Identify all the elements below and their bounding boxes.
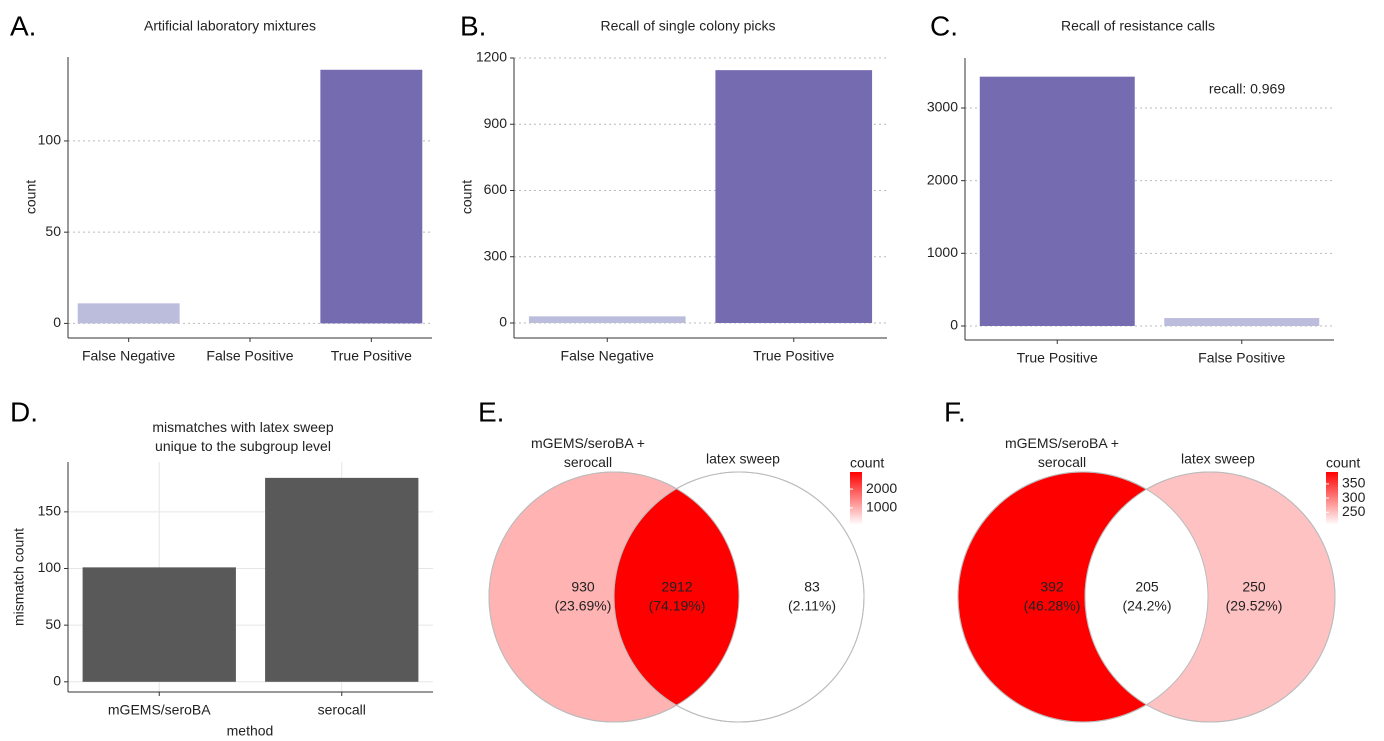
x-tick-label: False Positive xyxy=(206,348,293,364)
x-tick-label: mGEMS/seroBA xyxy=(108,702,211,718)
colorbar xyxy=(850,472,862,525)
y-tick-label: 50 xyxy=(45,616,61,632)
bar xyxy=(528,316,686,323)
x-tick-label: False Positive xyxy=(1198,350,1285,366)
region-percent: (23.69%) xyxy=(555,598,612,614)
y-tick-label: 0 xyxy=(950,317,958,333)
set-label: mGEMS/seroBA + serocall xyxy=(531,435,645,470)
chart-title: Recall of single colony picks xyxy=(600,18,775,34)
y-tick-label: 100 xyxy=(38,559,62,575)
chart-title: Recall of resistance calls xyxy=(1061,18,1215,34)
region-percent: (24.2%) xyxy=(1122,598,1171,614)
bar xyxy=(320,69,423,324)
region-percent: (2.11%) xyxy=(788,598,836,614)
panel-label: A. xyxy=(10,10,36,41)
legend-tick-label: 350 xyxy=(1342,475,1366,491)
y-tick-label: 300 xyxy=(484,247,508,263)
y-tick-label: 1000 xyxy=(927,244,958,260)
legend-tick-label: 300 xyxy=(1342,489,1366,505)
y-axis-label: mismatch count xyxy=(11,528,27,626)
x-tick-label: True Positive xyxy=(753,348,834,364)
panel-label: B. xyxy=(460,10,486,41)
x-tick-label: True Positive xyxy=(1017,350,1098,366)
panel-label: E. xyxy=(478,396,504,427)
legend-tick-label: 2000 xyxy=(866,480,897,496)
y-tick-label: 1200 xyxy=(476,49,507,65)
bar xyxy=(77,303,180,324)
y-tick-label: 2000 xyxy=(927,171,958,187)
region-count: 250 xyxy=(1242,579,1266,595)
annotation: recall: 0.969 xyxy=(1209,81,1285,97)
venn-region-overlap xyxy=(614,472,739,722)
region-count: 930 xyxy=(571,579,595,595)
y-tick-label: 600 xyxy=(484,181,508,197)
y-tick-label: 100 xyxy=(38,132,62,148)
x-tick-label: False Negative xyxy=(561,348,655,364)
y-tick-label: 900 xyxy=(484,115,508,131)
panel-label: C. xyxy=(930,10,958,41)
venn-region-overlap xyxy=(1085,472,1208,722)
chart-title: mismatches with latex sweep unique to the… xyxy=(152,419,334,454)
set-label: latex sweep xyxy=(706,451,780,467)
y-tick-label: 50 xyxy=(45,223,61,239)
region-percent: (46.28%) xyxy=(1024,598,1081,614)
region-percent: (74.19%) xyxy=(649,598,706,614)
region-count: 83 xyxy=(804,579,820,595)
y-axis-label: count xyxy=(459,180,475,214)
y-axis-label: count xyxy=(23,180,39,214)
bar xyxy=(1164,318,1320,326)
venn-outline xyxy=(613,471,865,723)
y-tick-label: 0 xyxy=(53,673,61,689)
x-tick-label: True Positive xyxy=(331,348,412,364)
x-tick-label: serocall xyxy=(318,702,366,718)
chart-title: Artificial laboratory mixtures xyxy=(144,18,316,34)
panel-label: D. xyxy=(10,396,38,427)
region-count: 392 xyxy=(1040,579,1064,595)
legend-tick-label: 250 xyxy=(1342,503,1366,519)
x-axis-label: method xyxy=(227,723,274,739)
bar xyxy=(715,70,873,323)
x-tick-label: False Negative xyxy=(82,348,176,364)
legend-title: count xyxy=(850,455,884,471)
y-tick-label: 0 xyxy=(53,314,61,330)
set-label: mGEMS/seroBA + serocall xyxy=(1005,435,1119,470)
set-label: latex sweep xyxy=(1181,451,1255,467)
bar xyxy=(265,477,419,682)
panel-label: F. xyxy=(944,396,966,427)
region-count: 205 xyxy=(1135,579,1159,595)
venn-outline xyxy=(488,471,740,723)
venn-outline xyxy=(957,471,1209,723)
venn-outline xyxy=(1084,471,1336,723)
y-tick-label: 0 xyxy=(499,314,507,330)
region-count: 2912 xyxy=(661,579,692,595)
y-tick-label: 150 xyxy=(38,503,62,519)
bar xyxy=(979,76,1135,326)
bar xyxy=(82,567,236,682)
legend-tick-label: 1000 xyxy=(866,499,897,515)
region-percent: (29.52%) xyxy=(1226,598,1283,614)
y-tick-label: 3000 xyxy=(927,99,958,115)
legend-title: count xyxy=(1326,455,1360,471)
